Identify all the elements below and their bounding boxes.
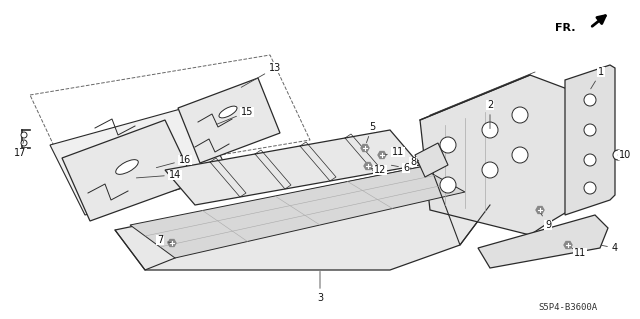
Circle shape bbox=[584, 124, 596, 136]
Circle shape bbox=[613, 150, 623, 160]
Polygon shape bbox=[62, 120, 195, 221]
Text: 5: 5 bbox=[367, 122, 375, 143]
Polygon shape bbox=[420, 75, 570, 235]
Circle shape bbox=[440, 177, 456, 193]
Text: 8: 8 bbox=[410, 157, 419, 167]
Polygon shape bbox=[168, 240, 176, 247]
Text: 3: 3 bbox=[317, 271, 323, 303]
Text: 9: 9 bbox=[541, 213, 551, 230]
Polygon shape bbox=[378, 152, 386, 159]
Polygon shape bbox=[364, 163, 372, 169]
Polygon shape bbox=[565, 65, 615, 215]
Text: 16: 16 bbox=[156, 155, 191, 168]
Text: FR.: FR. bbox=[554, 23, 575, 33]
Text: 12: 12 bbox=[371, 165, 386, 175]
Circle shape bbox=[482, 122, 498, 138]
Polygon shape bbox=[178, 78, 280, 163]
Circle shape bbox=[482, 162, 498, 178]
Text: 15: 15 bbox=[216, 107, 253, 124]
Ellipse shape bbox=[116, 160, 138, 174]
Text: 7: 7 bbox=[157, 235, 171, 245]
Text: 6: 6 bbox=[392, 163, 409, 173]
Circle shape bbox=[440, 137, 456, 153]
Ellipse shape bbox=[219, 106, 237, 118]
Circle shape bbox=[512, 107, 528, 123]
Circle shape bbox=[21, 132, 27, 138]
Polygon shape bbox=[165, 130, 420, 205]
Polygon shape bbox=[536, 206, 544, 213]
Circle shape bbox=[584, 154, 596, 166]
Text: 10: 10 bbox=[618, 150, 631, 160]
Circle shape bbox=[584, 94, 596, 106]
Text: 11: 11 bbox=[571, 248, 586, 258]
Polygon shape bbox=[478, 215, 608, 268]
Polygon shape bbox=[415, 143, 448, 177]
Text: 4: 4 bbox=[602, 243, 618, 253]
Circle shape bbox=[21, 140, 27, 146]
Text: 1: 1 bbox=[591, 67, 604, 89]
Text: 17: 17 bbox=[14, 141, 26, 158]
Polygon shape bbox=[115, 165, 490, 270]
Text: 13: 13 bbox=[241, 63, 281, 87]
Polygon shape bbox=[130, 167, 465, 258]
Text: S5P4-B3600A: S5P4-B3600A bbox=[538, 303, 598, 313]
Circle shape bbox=[584, 182, 596, 194]
Text: 14: 14 bbox=[136, 170, 181, 180]
Circle shape bbox=[512, 147, 528, 163]
Text: 2: 2 bbox=[487, 100, 493, 129]
Polygon shape bbox=[361, 145, 369, 152]
Text: 11: 11 bbox=[385, 147, 404, 157]
Polygon shape bbox=[50, 105, 230, 215]
Polygon shape bbox=[564, 241, 572, 249]
